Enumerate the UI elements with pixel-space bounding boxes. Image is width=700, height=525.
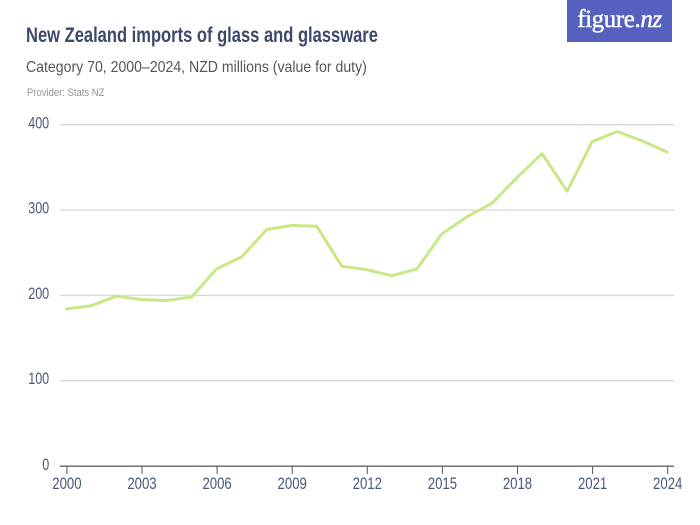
svg-text:2009: 2009 — [278, 475, 307, 493]
svg-text:2000: 2000 — [52, 475, 81, 493]
svg-text:2015: 2015 — [428, 475, 457, 493]
svg-text:2024: 2024 — [653, 475, 682, 493]
svg-text:0: 0 — [42, 456, 49, 474]
svg-text:2003: 2003 — [127, 475, 156, 493]
svg-text:200: 200 — [28, 285, 49, 303]
svg-text:100: 100 — [28, 370, 49, 388]
svg-text:2012: 2012 — [353, 475, 382, 493]
svg-text:2006: 2006 — [202, 475, 231, 493]
svg-text:400: 400 — [28, 115, 49, 133]
svg-text:2018: 2018 — [503, 475, 532, 493]
svg-text:2021: 2021 — [578, 475, 607, 493]
svg-text:300: 300 — [28, 200, 49, 218]
